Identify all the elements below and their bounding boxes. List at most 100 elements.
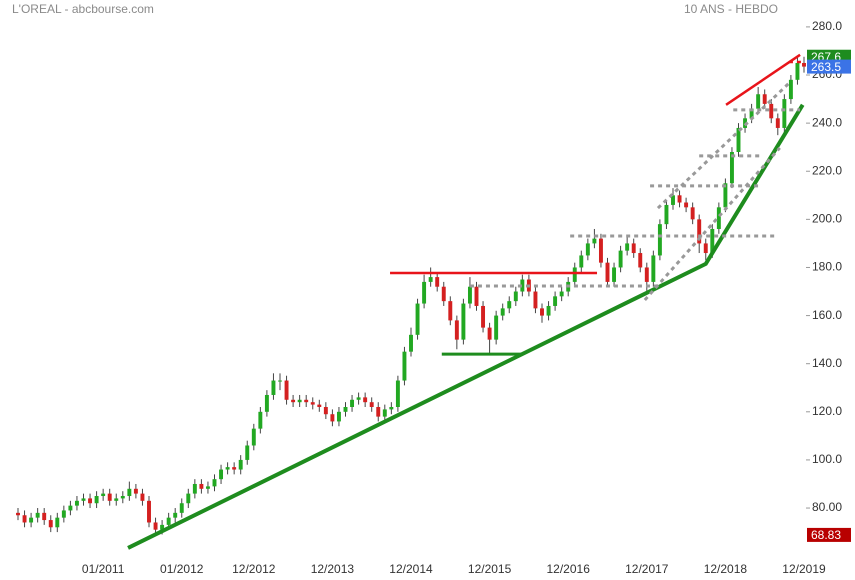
- x-tick-label: 12/2018: [704, 562, 748, 576]
- candle-body: [114, 498, 119, 501]
- y-tick-label: 120.0: [812, 404, 842, 418]
- candle-body: [513, 291, 518, 302]
- candle-body: [271, 380, 276, 395]
- candle-body: [762, 94, 767, 104]
- candle-body: [579, 255, 584, 268]
- candle-body: [553, 296, 558, 306]
- candle-body: [245, 445, 250, 460]
- candle-body: [356, 397, 361, 400]
- candle-body: [782, 99, 787, 128]
- candle-body: [631, 243, 636, 254]
- trend-line: [656, 80, 792, 210]
- candle-body: [481, 305, 486, 328]
- candle-body: [343, 406, 348, 412]
- candle-body: [74, 500, 79, 506]
- y-tick-label: 280.0: [812, 19, 842, 33]
- candle-body: [395, 380, 400, 407]
- candle-body: [690, 207, 695, 220]
- candle-body: [323, 406, 328, 415]
- candle-body: [22, 515, 27, 523]
- candle-body: [107, 493, 112, 501]
- candle-body: [310, 402, 315, 405]
- candle-body: [205, 486, 210, 489]
- candle-body: [723, 183, 728, 208]
- candle-body: [592, 238, 597, 244]
- candle-body: [232, 467, 237, 470]
- candle-body: [264, 394, 269, 412]
- candle-body: [644, 267, 649, 282]
- candle-body: [428, 277, 433, 282]
- candle-body: [605, 262, 610, 282]
- price-badge-label: 263.5: [811, 60, 841, 74]
- candle-body: [716, 207, 721, 229]
- candle-body: [29, 517, 34, 523]
- candle-body: [756, 94, 761, 109]
- candle-body: [671, 195, 675, 205]
- trend-line: [127, 103, 805, 550]
- candle-body: [625, 243, 630, 251]
- candle-body: [559, 291, 564, 297]
- candle-body: [35, 512, 40, 518]
- candle-body: [520, 279, 525, 292]
- candle-body: [101, 493, 106, 497]
- candle-body: [697, 219, 702, 244]
- candle-body: [585, 243, 590, 256]
- candle-body: [415, 303, 420, 335]
- candle-body: [441, 286, 446, 302]
- candle-body: [336, 411, 341, 422]
- x-tick-label: 12/2019: [782, 562, 826, 576]
- y-tick-label: 160.0: [812, 308, 842, 322]
- x-tick-label: 12/2013: [311, 562, 355, 576]
- candle-body: [173, 512, 178, 518]
- candle-body: [729, 151, 734, 184]
- candle-body: [389, 406, 394, 410]
- y-tick-label: 200.0: [812, 212, 842, 226]
- candle-body: [651, 255, 656, 282]
- candle-body: [494, 315, 499, 340]
- candle-body: [487, 327, 492, 340]
- candle-body: [81, 498, 86, 501]
- x-tick-label: 01/2011: [82, 562, 125, 576]
- y-tick-label: 80.00: [812, 500, 842, 514]
- candle-body: [376, 406, 381, 417]
- candle-body: [363, 397, 368, 403]
- x-tick-label: 12/2014: [389, 562, 433, 576]
- candle-body: [802, 62, 806, 67]
- candle-body: [749, 108, 754, 119]
- candle-body: [317, 404, 322, 407]
- chart-title: L'OREAL - abcbourse.com: [12, 2, 154, 16]
- x-tick-label: 12/2016: [547, 562, 591, 576]
- candle-body: [664, 204, 669, 225]
- candle-body: [186, 493, 191, 504]
- candle-body: [140, 493, 145, 501]
- y-tick-label: 220.0: [812, 163, 842, 177]
- trend-line: [725, 53, 801, 106]
- candle-body: [769, 103, 774, 119]
- candle-body: [284, 380, 289, 400]
- candle-body: [618, 250, 623, 268]
- candle-body: [304, 399, 309, 403]
- price-badge: [807, 59, 851, 74]
- candle-body: [422, 281, 427, 304]
- price-badge: [807, 527, 851, 542]
- trend-line: [643, 146, 781, 301]
- candle-body: [88, 498, 93, 504]
- candle-body: [238, 459, 243, 470]
- candle-body: [572, 267, 577, 282]
- candle-body: [48, 520, 53, 528]
- candle-body: [710, 228, 715, 254]
- candle-body: [350, 399, 355, 407]
- candle-body: [382, 409, 387, 417]
- y-tick-label: 100.0: [812, 452, 842, 466]
- candle-body: [598, 238, 603, 263]
- candle-body: [55, 517, 60, 528]
- candle-body: [435, 277, 440, 287]
- candle-body: [297, 399, 302, 403]
- candle-body: [16, 512, 20, 516]
- candle-body: [657, 224, 662, 256]
- candle-body: [278, 380, 282, 382]
- candle-body: [454, 320, 459, 340]
- x-tick-label: 12/2015: [468, 562, 512, 576]
